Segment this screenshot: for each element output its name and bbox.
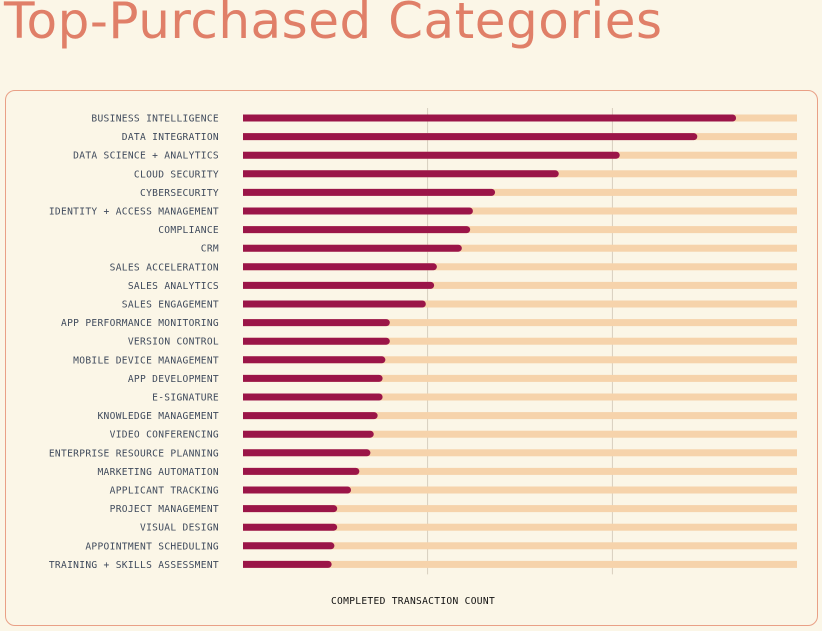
bar[interactable] [243,263,437,271]
category-label: IDENTITY + ACCESS MANAGEMENT [49,207,219,218]
category-label: MOBILE DEVICE MANAGEMENT [73,355,219,366]
bar[interactable] [243,281,435,289]
bar[interactable] [243,467,360,475]
category-label: APP PERFORMANCE MONITORING [61,318,219,329]
bar[interactable] [243,133,698,141]
bar[interactable] [243,244,462,252]
bar[interactable] [243,412,378,420]
bar[interactable] [243,114,737,122]
bar[interactable] [243,542,335,550]
category-label: BUSINESS INTELLIGENCE [91,114,219,125]
bar-chart: BUSINESS INTELLIGENCE DATA INTEGRATION DAT… [49,108,797,607]
bar-track [243,263,797,271]
bar[interactable] [243,430,374,438]
bar-track [243,449,797,457]
bar-track [243,393,797,401]
category-label: SALES ENGAGEMENT [122,300,219,311]
bar-track [243,281,797,289]
bars [243,114,737,568]
bar-track [243,486,797,494]
bar[interactable] [243,188,496,196]
page-title: Top-Purchased Categories [4,0,663,50]
category-label: MARKETING AUTOMATION [97,467,219,478]
bar-track [243,542,797,550]
bar-track [243,337,797,345]
bar[interactable] [243,449,371,457]
bar[interactable] [243,356,386,364]
bar-track [243,467,797,475]
x-axis-title: COMPLETED TRANSACTION COUNT [331,596,495,607]
bar[interactable] [243,319,390,327]
bar-track [243,300,797,308]
category-label: APPOINTMENT SCHEDULING [85,541,219,552]
chart-card: BUSINESS INTELLIGENCE DATA INTEGRATION DAT… [5,90,818,626]
category-label: VISUAL DESIGN [140,523,219,534]
category-label: DATA SCIENCE + ANALYTICS [73,151,219,162]
bar[interactable] [243,393,383,401]
bar-track [243,356,797,364]
category-labels: BUSINESS INTELLIGENCE DATA INTEGRATION DAT… [49,114,219,571]
bar-track [243,505,797,513]
category-label: VERSION CONTROL [128,337,219,348]
bar-track [243,412,797,420]
category-label: PROJECT MANAGEMENT [110,504,219,515]
bar-track [243,430,797,438]
category-label: APP DEVELOPMENT [128,374,219,385]
category-label: DATA INTEGRATION [122,132,219,143]
bar-track [243,188,797,196]
bar-track [243,374,797,382]
category-label: APPLICANT TRACKING [110,486,219,497]
bar[interactable] [243,170,559,178]
category-label: CRM [201,244,219,255]
category-label: TRAINING + SKILLS ASSESSMENT [49,560,219,571]
bar[interactable] [243,374,383,382]
bar[interactable] [243,300,426,308]
category-label: COMPLIANCE [158,225,219,236]
bar-track [243,244,797,252]
bar[interactable] [243,337,390,345]
bar[interactable] [243,226,471,234]
category-label: E-SIGNATURE [152,393,219,404]
bar-track [243,523,797,531]
bar[interactable] [243,505,338,513]
category-label: VIDEO CONFERENCING [110,430,219,441]
bar[interactable] [243,151,620,159]
category-label: CYBERSECURITY [140,188,219,199]
category-label: ENTERPRISE RESOURCE PLANNING [49,448,219,459]
bar-track [243,207,797,215]
bar[interactable] [243,560,332,568]
bar[interactable] [243,207,473,215]
category-label: SALES ANALYTICS [128,281,219,292]
category-label: CLOUD SECURITY [134,169,219,180]
bar-track [243,226,797,234]
bar[interactable] [243,523,338,531]
bar-track [243,560,797,568]
category-label: KNOWLEDGE MANAGEMENT [97,411,219,422]
bar[interactable] [243,486,352,494]
bar-track [243,319,797,327]
category-label: SALES ACCELERATION [110,262,219,273]
